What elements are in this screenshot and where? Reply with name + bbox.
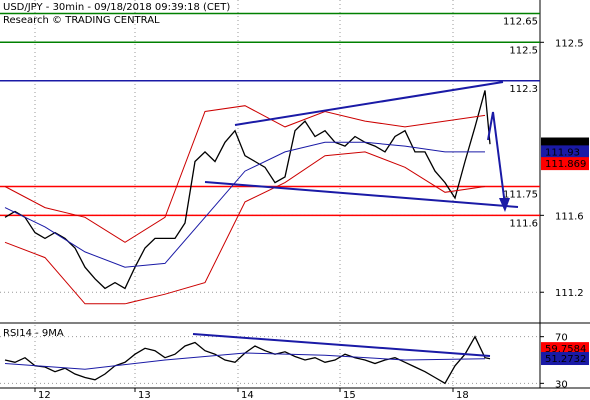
- rsi-trend-line: [192, 333, 491, 357]
- x-tick-label: 15: [343, 390, 356, 400]
- price-tag: [541, 352, 589, 366]
- y-tick-label: 111.2: [555, 288, 584, 299]
- price-tag-label: 111.971: [545, 140, 586, 151]
- series-line: [4, 105, 486, 243]
- price-tag-label: 51.2732: [545, 354, 586, 365]
- price-tag: [541, 342, 589, 356]
- chart-title: USD/JPY - 30min - 09/18/2018 09:39:18 (C…: [3, 2, 230, 13]
- y-tick-label: 112.5: [555, 38, 584, 49]
- series-line: [4, 335, 491, 385]
- projection-arrow: [487, 111, 506, 206]
- x-tick-label: 13: [138, 390, 151, 400]
- trend-line: [204, 181, 519, 208]
- x-tick-label: 14: [241, 390, 254, 400]
- price-tag: [541, 145, 589, 159]
- price-tag-label: 111.93: [545, 147, 580, 158]
- level-label: 111.75: [503, 189, 538, 200]
- series-line: [4, 141, 485, 268]
- level-label: 112.65: [503, 16, 538, 27]
- series-line: [4, 151, 486, 305]
- level-label: 112.3: [509, 84, 538, 95]
- x-tick-label: 18: [456, 390, 469, 400]
- y-tick-label: 70: [555, 333, 568, 344]
- y-tick-label: 30: [555, 379, 568, 390]
- price-tag-label: 59.7584: [545, 344, 586, 355]
- price-tag: [541, 157, 589, 171]
- x-tick-label: 12: [38, 390, 51, 400]
- price-tag-label: 111.869: [545, 159, 586, 170]
- series-line: [4, 352, 486, 370]
- panel-title: RSI14 - 9MA: [3, 328, 64, 339]
- level-label: 111.6: [509, 218, 538, 229]
- series-line: [4, 90, 491, 290]
- trend-line: [234, 81, 504, 126]
- level-label: 112.5: [509, 45, 538, 56]
- y-tick-label: 111.6: [555, 211, 584, 222]
- chart-subtitle: Research © TRADING CENTRAL: [3, 15, 160, 26]
- arrow-head: [499, 198, 510, 212]
